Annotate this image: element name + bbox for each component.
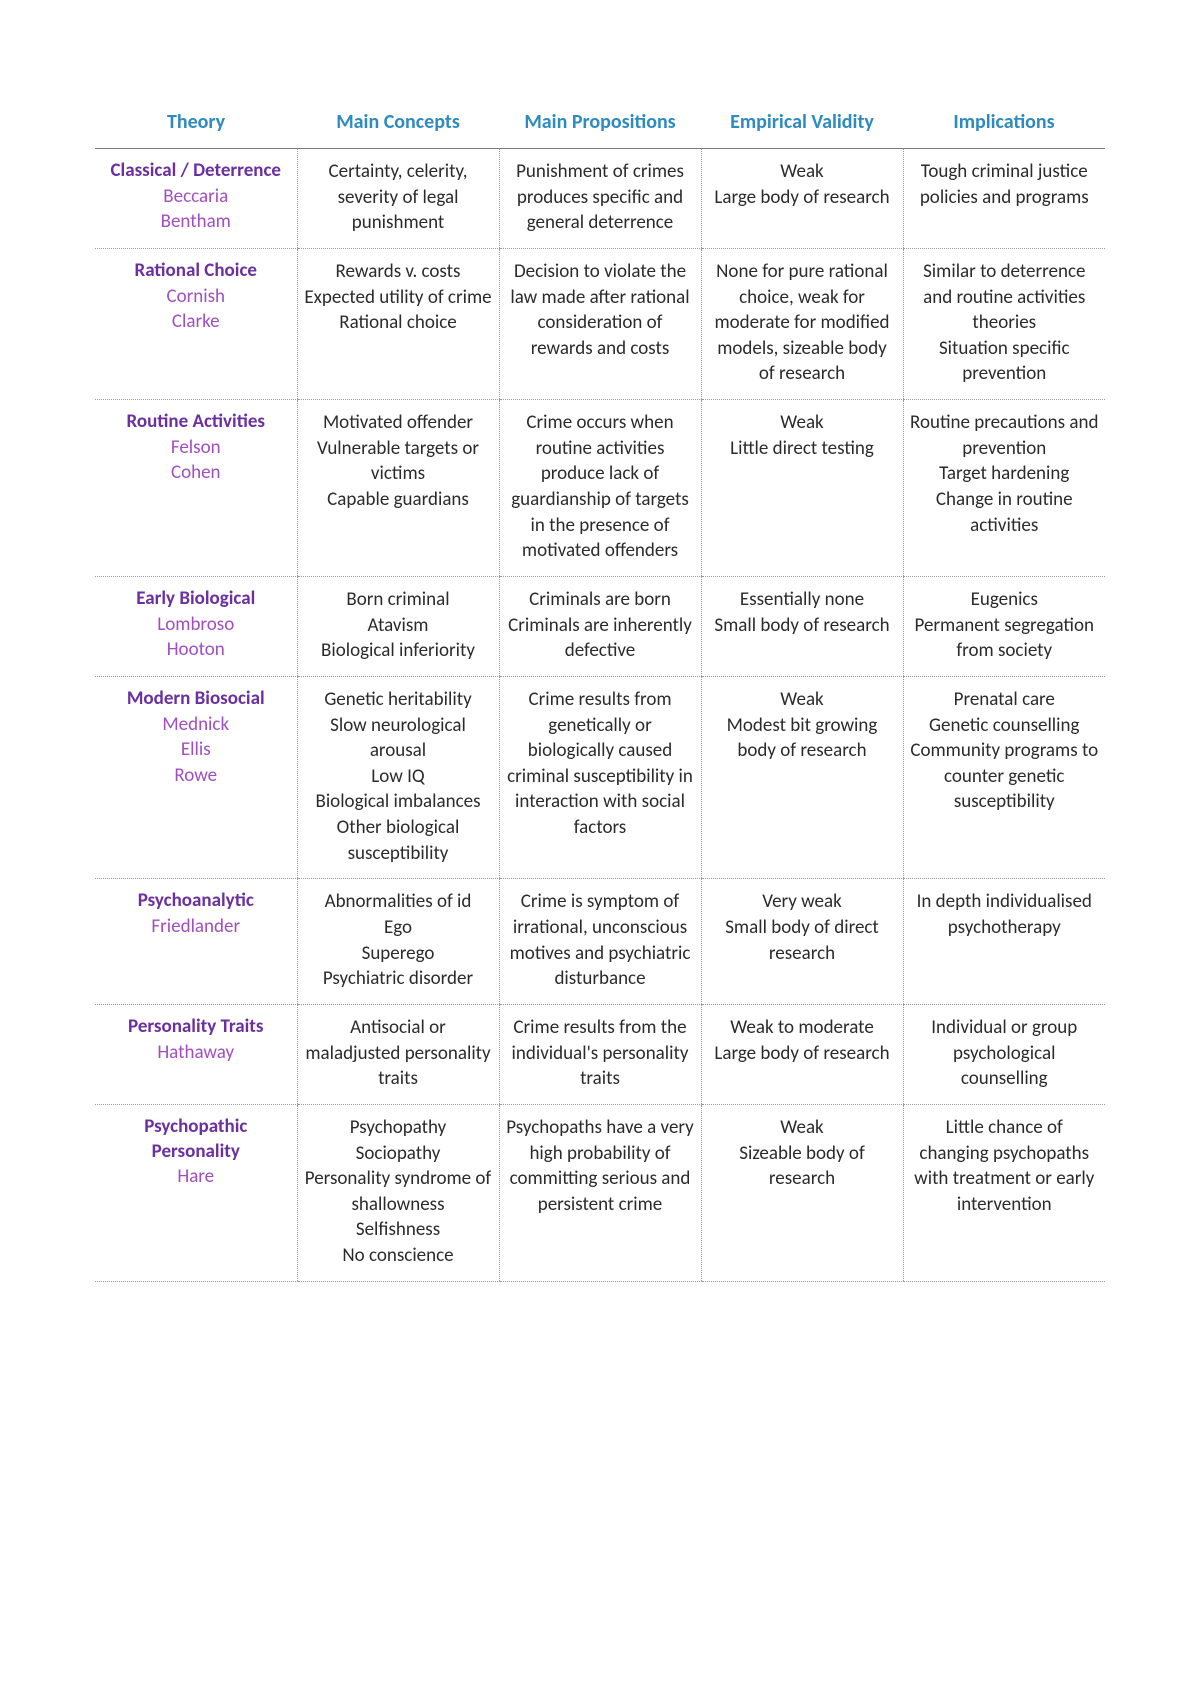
- implications-cell: Little chance of changing psychopaths wi…: [903, 1104, 1105, 1281]
- theory-author: Rowe: [101, 763, 291, 789]
- theory-author: Cohen: [101, 460, 291, 486]
- col-header-validity: Empirical Validity: [701, 100, 903, 149]
- table-header-row: Theory Main Concepts Main Propositions E…: [95, 100, 1105, 149]
- col-header-concepts: Main Concepts: [297, 100, 499, 149]
- theory-name: Psychoanalytic: [101, 889, 291, 914]
- theory-author: Hare: [101, 1164, 291, 1190]
- theory-name: Psychopathic Personality: [101, 1115, 291, 1164]
- validity-cell: WeakLittle direct testing: [701, 400, 903, 577]
- theory-author: Clarke: [101, 309, 291, 335]
- theory-author: Mednick: [101, 712, 291, 738]
- propositions-cell: Decision to violate the law made after r…: [499, 248, 701, 399]
- validity-cell: Weak to moderateLarge body of research: [701, 1004, 903, 1104]
- implications-cell: EugenicsPermanent segregation from socie…: [903, 576, 1105, 676]
- theory-author: Lombroso: [101, 612, 291, 638]
- table-row: Personality TraitsHathawayAntisocial or …: [95, 1004, 1105, 1104]
- theory-author: Felson: [101, 435, 291, 461]
- theory-cell: Personality TraitsHathaway: [95, 1004, 297, 1104]
- concepts-cell: Genetic heritabilitySlow neurological ar…: [297, 676, 499, 878]
- theory-name: Personality Traits: [101, 1015, 291, 1040]
- concepts-cell: PsychopathySociopathyPersonality syndrom…: [297, 1104, 499, 1281]
- concepts-cell: Motivated offenderVulnerable targets or …: [297, 400, 499, 577]
- propositions-cell: Crime is symptom of irrational, unconsci…: [499, 879, 701, 1005]
- implications-cell: Similar to deterrence and routine activi…: [903, 248, 1105, 399]
- theory-name: Routine Activities: [101, 410, 291, 435]
- col-header-propositions: Main Propositions: [499, 100, 701, 149]
- validity-cell: Essentially noneSmall body of research: [701, 576, 903, 676]
- col-header-implications: Implications: [903, 100, 1105, 149]
- validity-cell: None for pure rational choice, weak for …: [701, 248, 903, 399]
- theory-author: Hathaway: [101, 1040, 291, 1066]
- theory-name: Modern Biosocial: [101, 687, 291, 712]
- theory-cell: Psychopathic PersonalityHare: [95, 1104, 297, 1281]
- validity-cell: WeakModest bit growing body of research: [701, 676, 903, 878]
- theory-name: Early Biological: [101, 587, 291, 612]
- validity-cell: WeakSizeable body of research: [701, 1104, 903, 1281]
- table-row: Routine ActivitiesFelsonCohenMotivated o…: [95, 400, 1105, 577]
- table-row: Early BiologicalLombrosoHootonBorn crimi…: [95, 576, 1105, 676]
- table-body: Classical / DeterrenceBeccariaBenthamCer…: [95, 149, 1105, 1282]
- theories-table: Theory Main Concepts Main Propositions E…: [95, 100, 1105, 1282]
- propositions-cell: Psychopaths have a very high probability…: [499, 1104, 701, 1281]
- theory-name: Rational Choice: [101, 259, 291, 284]
- concepts-cell: Abnormalities of idEgoSuperegoPsychiatri…: [297, 879, 499, 1005]
- table-row: Psychopathic PersonalityHarePsychopathyS…: [95, 1104, 1105, 1281]
- concepts-cell: Antisocial or maladjusted personality tr…: [297, 1004, 499, 1104]
- table-row: PsychoanalyticFriedlanderAbnormalities o…: [95, 879, 1105, 1005]
- theory-cell: Classical / DeterrenceBeccariaBentham: [95, 149, 297, 249]
- table-row: Classical / DeterrenceBeccariaBenthamCer…: [95, 149, 1105, 249]
- propositions-cell: Criminals are bornCriminals are inherent…: [499, 576, 701, 676]
- table-row: Rational ChoiceCornishClarkeRewards v. c…: [95, 248, 1105, 399]
- theory-author: Bentham: [101, 209, 291, 235]
- implications-cell: Tough criminal justice policies and prog…: [903, 149, 1105, 249]
- concepts-cell: Certainty, celerity, severity of legal p…: [297, 149, 499, 249]
- table-row: Modern BiosocialMednickEllisRoweGenetic …: [95, 676, 1105, 878]
- propositions-cell: Crime results from the individual's pers…: [499, 1004, 701, 1104]
- propositions-cell: Crime results from genetically or biolog…: [499, 676, 701, 878]
- page: Theory Main Concepts Main Propositions E…: [0, 0, 1200, 1402]
- implications-cell: Routine precautions and preventionTarget…: [903, 400, 1105, 577]
- concepts-cell: Rewards v. costsExpected utility of crim…: [297, 248, 499, 399]
- implications-cell: Prenatal careGenetic counsellingCommunit…: [903, 676, 1105, 878]
- theory-cell: Modern BiosocialMednickEllisRowe: [95, 676, 297, 878]
- theory-author: Hooton: [101, 637, 291, 663]
- theory-cell: Rational ChoiceCornishClarke: [95, 248, 297, 399]
- propositions-cell: Punishment of crimes produces specific a…: [499, 149, 701, 249]
- col-header-theory: Theory: [95, 100, 297, 149]
- theory-name: Classical / Deterrence: [101, 159, 291, 184]
- theory-cell: Routine ActivitiesFelsonCohen: [95, 400, 297, 577]
- concepts-cell: Born criminalAtavismBiological inferiori…: [297, 576, 499, 676]
- implications-cell: Individual or group psychological counse…: [903, 1004, 1105, 1104]
- validity-cell: WeakLarge body of research: [701, 149, 903, 249]
- validity-cell: Very weakSmall body of direct research: [701, 879, 903, 1005]
- theory-cell: PsychoanalyticFriedlander: [95, 879, 297, 1005]
- propositions-cell: Crime occurs when routine activities pro…: [499, 400, 701, 577]
- implications-cell: In depth individualised psychotherapy: [903, 879, 1105, 1005]
- theory-cell: Early BiologicalLombrosoHooton: [95, 576, 297, 676]
- theory-author: Beccaria: [101, 184, 291, 210]
- theory-author: Cornish: [101, 284, 291, 310]
- theory-author: Friedlander: [101, 914, 291, 940]
- theory-author: Ellis: [101, 737, 291, 763]
